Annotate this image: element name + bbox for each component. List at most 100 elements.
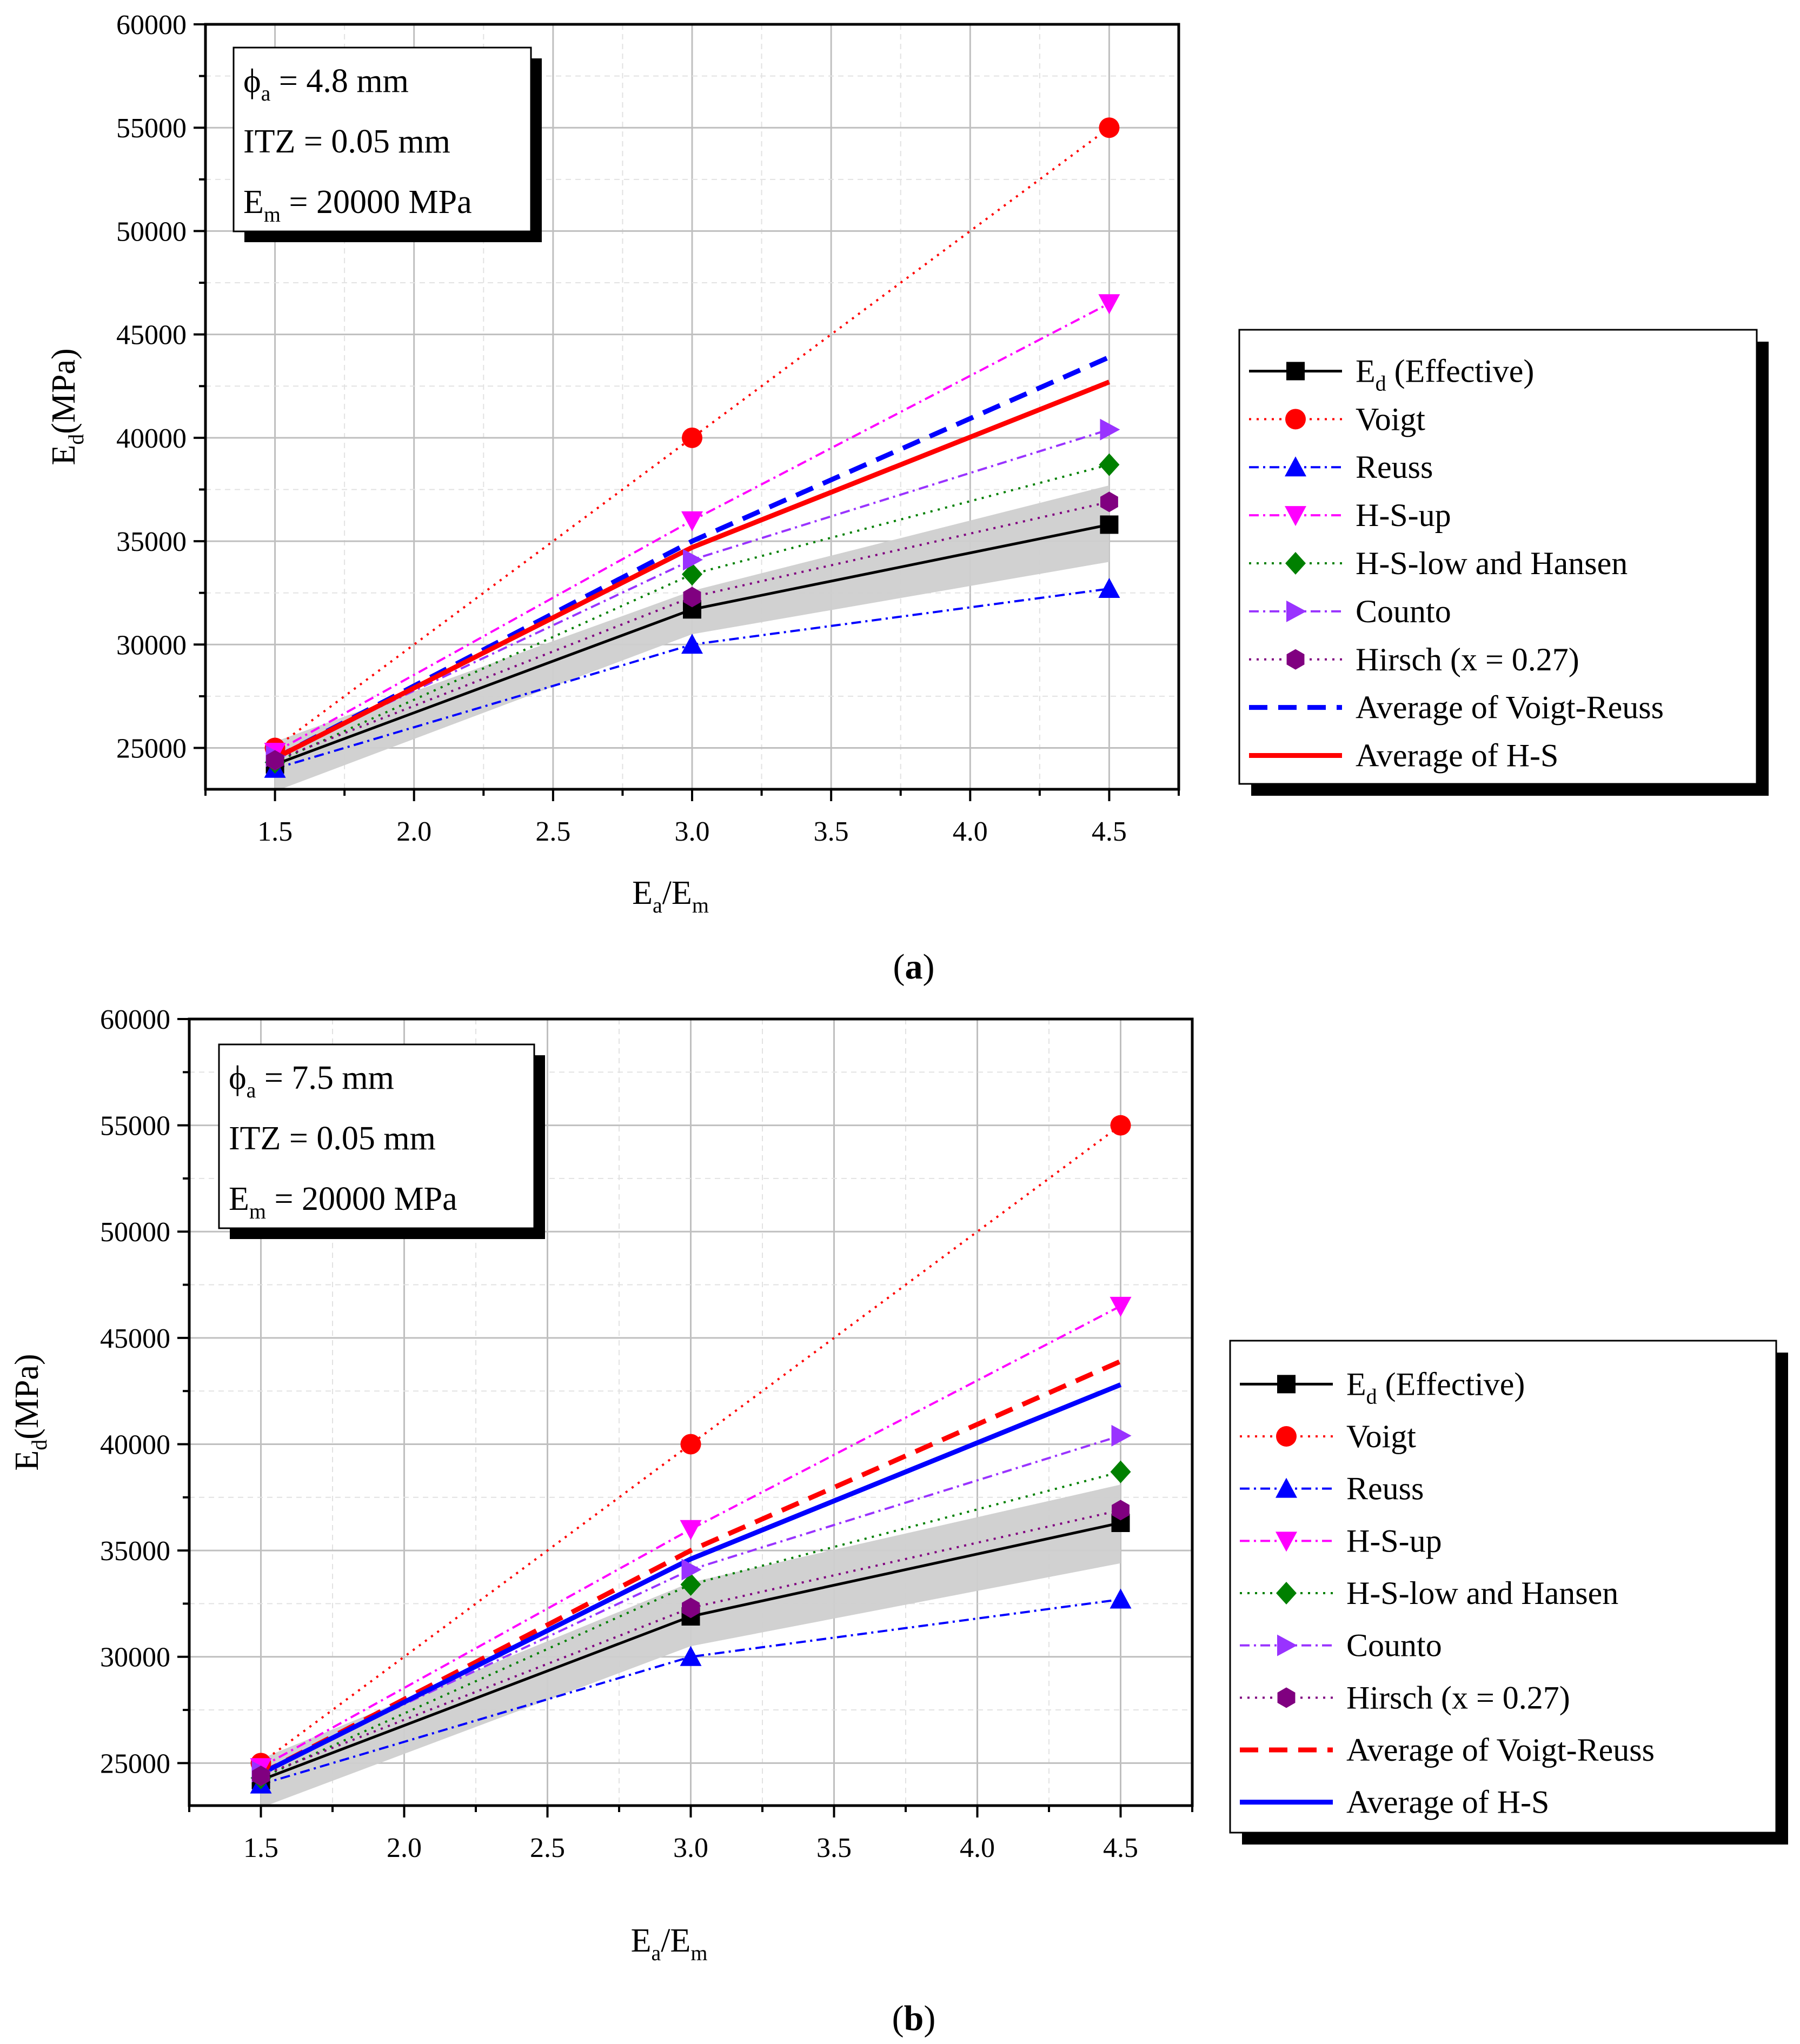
series-line-8 (274, 379, 1111, 761)
data-point-s6-0 (252, 1765, 270, 1786)
legend-marker-4 (1285, 552, 1306, 575)
y-tick-label: 55000 (100, 1111, 170, 1142)
series-line-8 (260, 1382, 1122, 1776)
y-tick-label: 40000 (100, 1429, 170, 1460)
legend-marker-3 (1276, 1532, 1297, 1552)
legend-label-0: Ed (Effective) (1346, 1366, 1525, 1408)
shaded-band (275, 485, 1110, 791)
legend-marker-1 (1285, 409, 1306, 430)
x-tick-label: 3.5 (814, 816, 849, 847)
legend-label-7: Average of Voigt-Reuss (1346, 1732, 1655, 1768)
annotation-line: ϕa = 4.8 mm (243, 63, 409, 105)
data-point-s1-1 (680, 1434, 701, 1455)
annotation-line: ϕa = 7.5 mm (229, 1060, 394, 1102)
data-point-s6-2 (1112, 1500, 1130, 1521)
x-axis-label: Ea/Em (632, 875, 709, 917)
y-tick-label: 50000 (116, 216, 187, 247)
y-tick-label: 35000 (100, 1536, 170, 1567)
x-tick-label: 1.5 (257, 816, 293, 847)
legend-marker-6 (1277, 1687, 1296, 1708)
data-point-s2-2 (1098, 578, 1120, 598)
data-point-s5-2 (1111, 1424, 1132, 1447)
legend-label-4: H-S-low and Hansen (1356, 545, 1628, 581)
y-tick-label: 25000 (100, 1748, 170, 1779)
data-point-s3-1 (681, 511, 703, 531)
y-axis-label: Ed(MPa) (9, 1354, 51, 1470)
annotation-box (218, 1043, 535, 1229)
y-tick-label: 60000 (116, 10, 187, 41)
legend-label-4: H-S-low and Hansen (1346, 1575, 1618, 1611)
data-point-s2-2 (1110, 1588, 1132, 1609)
legend-label-5: Counto (1346, 1628, 1442, 1663)
legend-marker-3 (1285, 506, 1306, 527)
x-tick-label: 3.5 (816, 1833, 852, 1863)
x-tick-label: 4.5 (1103, 1833, 1138, 1863)
data-point-s4-2 (1099, 453, 1120, 476)
x-tick-label: 1.5 (243, 1833, 278, 1863)
data-point-s3-2 (1098, 294, 1120, 315)
y-tick-label: 60000 (100, 1004, 170, 1035)
series-line-2 (260, 1598, 1121, 1786)
y-tick-label: 55000 (116, 113, 187, 144)
x-tick-label: 4.0 (953, 816, 988, 847)
y-tick-label: 30000 (116, 630, 187, 661)
data-point-s2-1 (680, 1646, 702, 1666)
data-point-s4-1 (680, 1573, 701, 1596)
data-point-s1-2 (1110, 1115, 1131, 1136)
x-tick-label: 4.0 (960, 1833, 995, 1863)
y-tick-label: 50000 (100, 1217, 170, 1248)
legend-label-0: Ed (Effective) (1356, 353, 1534, 395)
data-point-s6-1 (682, 1597, 700, 1619)
chart-panel-a: 1.5 2.0 2.5 3.0 3.5 4.0 4.5 25000 30000 35000 4000… (45, 10, 1769, 987)
data-point-s5-1 (683, 549, 703, 571)
panel-caption: (b) (892, 1999, 936, 2038)
legend-label-5: Counto (1356, 594, 1451, 629)
y-tick-label: 45000 (100, 1323, 170, 1354)
series-line-7 (260, 1359, 1122, 1776)
panel-caption: (a) (893, 947, 935, 987)
data-point-s6-0 (266, 750, 284, 771)
legend-label-1: Voigt (1346, 1419, 1416, 1454)
y-tick-label: 35000 (116, 527, 187, 557)
y-tick-label: 45000 (116, 320, 187, 351)
x-tick-label: 2.0 (396, 816, 431, 847)
annotation-line: Em = 20000 MPa (243, 184, 472, 227)
y-tick-label: 40000 (116, 423, 187, 454)
legend-label-3: H-S-up (1356, 497, 1451, 533)
legend-box (1229, 1340, 1777, 1834)
data-point-s2-1 (681, 634, 703, 654)
annotation-line: ITZ = 0.05 mm (243, 123, 450, 160)
data-point-s6-1 (683, 587, 701, 608)
legend-label-8: Average of H-S (1356, 738, 1558, 774)
legend-label-8: Average of H-S (1346, 1785, 1549, 1820)
legend-label-7: Average of Voigt-Reuss (1356, 690, 1664, 725)
legend-label-3: H-S-up (1346, 1523, 1442, 1559)
data-point-s1-2 (1099, 117, 1120, 138)
x-tick-label: 4.5 (1092, 816, 1127, 847)
legend-label-2: Reuss (1346, 1471, 1424, 1507)
data-point-s3-2 (1110, 1296, 1132, 1317)
legend-marker-2 (1285, 456, 1306, 477)
legend-label-6: Hirsch (x = 0.27) (1356, 642, 1579, 677)
legend-marker-2 (1276, 1477, 1297, 1498)
x-tick-label: 2.5 (530, 1833, 565, 1863)
data-point-s4-1 (682, 563, 702, 586)
annotation-line: ITZ = 0.05 mm (229, 1120, 436, 1157)
x-tick-label: 3.0 (675, 816, 710, 847)
legend-marker-5 (1277, 1634, 1297, 1656)
legend-marker-6 (1286, 649, 1305, 670)
y-tick-label: 25000 (116, 734, 187, 764)
data-point-s1-1 (682, 427, 702, 448)
data-point-s4-2 (1110, 1460, 1131, 1483)
x-tick-label: 2.0 (387, 1833, 422, 1863)
annotation-line: Em = 20000 MPa (229, 1181, 457, 1223)
y-tick-label: 30000 (100, 1642, 170, 1673)
data-point-s3-1 (680, 1520, 702, 1540)
legend-label-2: Reuss (1356, 449, 1433, 485)
chart-panel-b: 1.5 2.0 2.5 3.0 3.5 4.0 4.5 25000 30000 35000 4000… (9, 1004, 1788, 2038)
x-tick-label: 2.5 (535, 816, 570, 847)
data-point-s5-1 (681, 1559, 702, 1581)
x-tick-label: 3.0 (673, 1833, 708, 1863)
legend-label-1: Voigt (1356, 401, 1425, 437)
legend-marker-5 (1286, 600, 1306, 622)
